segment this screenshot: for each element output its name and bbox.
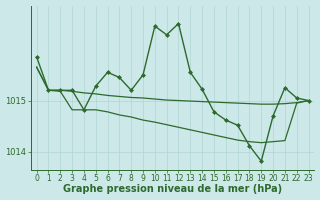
X-axis label: Graphe pression niveau de la mer (hPa): Graphe pression niveau de la mer (hPa) bbox=[63, 184, 282, 194]
